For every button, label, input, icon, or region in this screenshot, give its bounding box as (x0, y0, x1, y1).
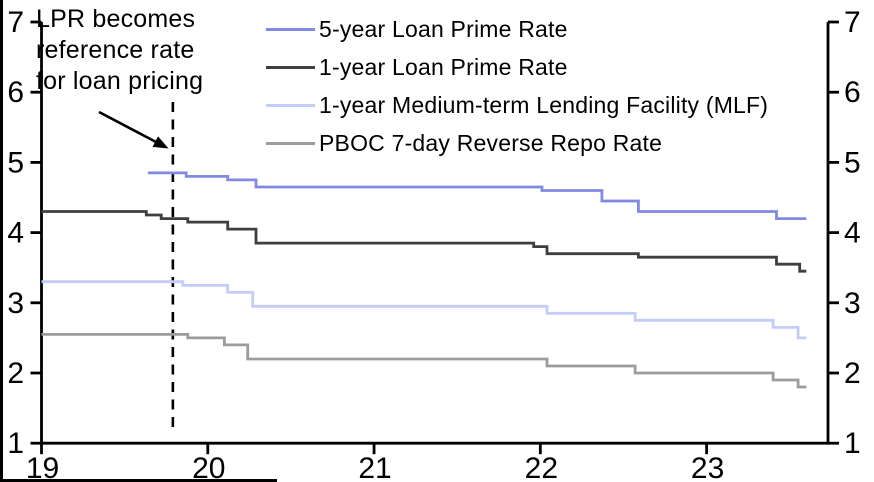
y-axis-label-right-2: 2 (844, 357, 861, 390)
y-axis-label-left-4: 4 (7, 217, 24, 250)
legend-item-1-year-lpr: 1-year Loan Prime Rate (266, 48, 768, 86)
legend-line-swatch (266, 103, 315, 107)
annotation-line-3: for loan pricing (36, 67, 204, 95)
legend-item-1-year-mlf: 1-year Medium-term Lending Facility (MLF… (266, 86, 768, 124)
annotation-line-2: reference rate (36, 36, 195, 64)
legend-label: 1-year Medium-term Lending Facility (MLF… (319, 91, 769, 118)
y-axis-label-left-1: 1 (7, 427, 24, 460)
x-axis-label-19: 19 (26, 452, 59, 482)
legend-label: 5-year Loan Prime Rate (319, 15, 568, 42)
y-axis-label-left-5: 5 (7, 146, 24, 179)
legend-line-swatch (266, 27, 315, 31)
legend-label: 1-year Loan Prime Rate (319, 53, 568, 80)
y-axis-label-right-7: 7 (844, 6, 861, 39)
y-axis-label-left-7: 7 (7, 6, 24, 39)
y-axis-label-left-6: 6 (7, 76, 24, 109)
legend-line-swatch (266, 141, 315, 145)
y-axis-label-right-5: 5 (844, 146, 861, 179)
x-axis-label-21: 21 (358, 452, 391, 482)
series-line-5-year-loan-prime-rate (147, 171, 807, 220)
arrow-down-right-icon (98, 110, 169, 149)
axes: 1 12 23 34 45 56 67 719 20 21 22 23 (7, 6, 860, 482)
x-axis-label-22: 22 (525, 452, 558, 482)
y-axis-label-right-4: 4 (844, 217, 861, 250)
y-axis-label-left-2: 2 (7, 357, 24, 390)
y-axis-label-right-6: 6 (844, 76, 861, 109)
figure-border-bottom (0, 479, 277, 482)
series-line-1-year-loan-prime-rate (41, 210, 807, 273)
series-line-1-year-medium-term-lending-facility-mlf (41, 280, 807, 340)
legend: 5-year Loan Prime Rate 1-year Loan Prime… (266, 10, 768, 162)
series-line-pboc-7-day-reverse-repo-rate (41, 333, 807, 389)
y-axis-label-left-3: 3 (7, 287, 24, 320)
legend-line-swatch (266, 65, 315, 69)
x-axis-label-20: 20 (192, 452, 225, 482)
annotation-lpr-note: LPR becomes reference rate for loan pric… (36, 4, 203, 97)
y-axis-label-right-1: 1 (844, 427, 861, 460)
legend-item-5-year-lpr: 5-year Loan Prime Rate (266, 10, 768, 48)
legend-item-pboc-repo: PBOC 7-day Reverse Repo Rate (266, 124, 768, 162)
figure-border-left (0, 0, 3, 482)
x-axis-label-23: 23 (691, 452, 724, 482)
legend-label: PBOC 7-day Reverse Repo Rate (319, 129, 663, 156)
y-axis-label-right-3: 3 (844, 287, 861, 320)
annotation-line-1: LPR becomes (36, 5, 196, 33)
